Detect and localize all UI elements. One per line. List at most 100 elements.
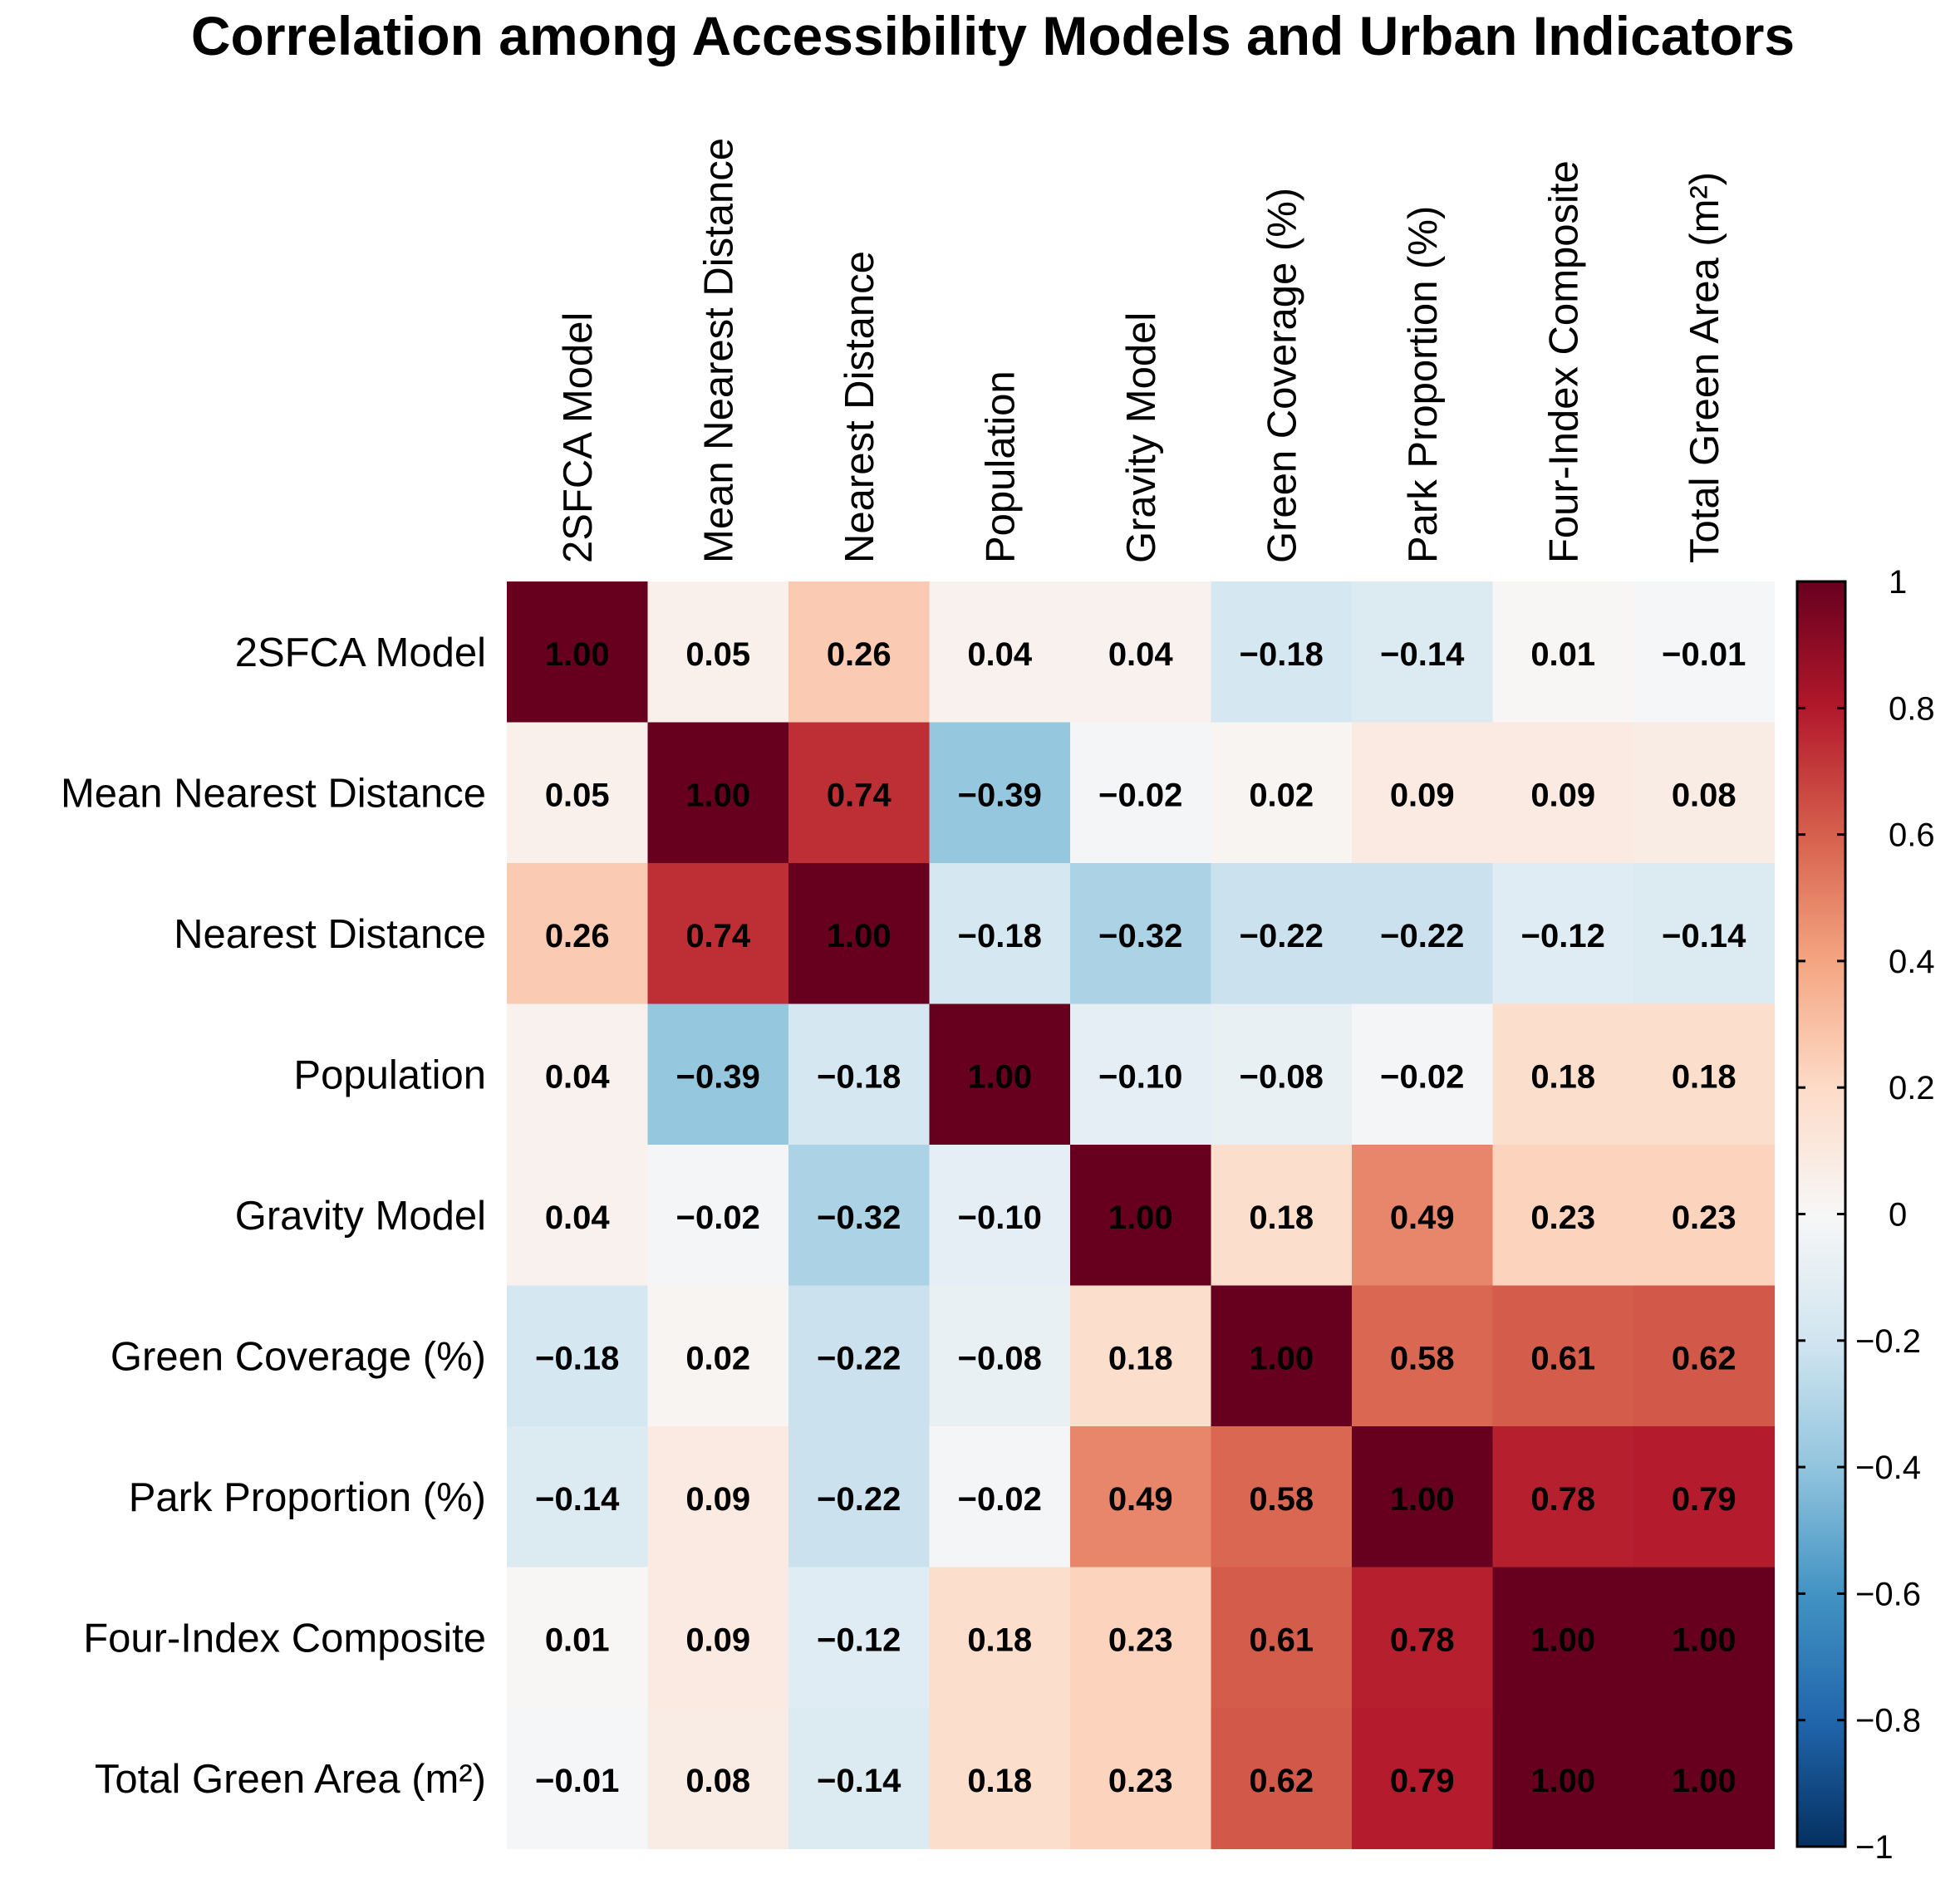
cell-value-label: 0.04 — [967, 636, 1033, 673]
heatmap-cell — [1352, 1426, 1494, 1568]
column-label: Gravity Model — [1119, 312, 1164, 563]
colorbar-tick-label: −0.4 — [1855, 1450, 1921, 1486]
colorbar-tick-label: −0.2 — [1855, 1323, 1921, 1360]
heatmap-cell — [1492, 1145, 1634, 1287]
cell-value-label: 0.23 — [1672, 1200, 1736, 1236]
colorbar-tick-label: 0.8 — [1889, 690, 1935, 727]
cell-value-label: −0.08 — [958, 1340, 1042, 1376]
heatmap-cell — [1633, 863, 1776, 1005]
heatmap-cell — [1492, 1708, 1634, 1850]
row-label: Total Green Area (m²) — [95, 1757, 486, 1802]
cell-value-label: 1.00 — [545, 636, 610, 673]
heatmap-cell — [929, 1708, 1071, 1850]
heatmap-cell — [929, 1003, 1071, 1146]
cell-value-label: 0.62 — [1672, 1340, 1736, 1376]
row-label: Green Coverage (%) — [111, 1334, 486, 1379]
cell-value-label: −0.01 — [535, 1763, 619, 1799]
heatmap-cell — [1211, 1426, 1353, 1568]
chart-title: Correlation among Accessibility Models a… — [191, 5, 1795, 66]
heatmap-cell — [788, 1145, 931, 1287]
cell-value-label: 0.61 — [1530, 1340, 1595, 1376]
cell-value-label: 0.26 — [827, 636, 892, 673]
cell-value-label: 1.00 — [967, 1058, 1032, 1095]
column-label: 2SFCA Model — [556, 312, 601, 563]
column-label: Park Proportion (%) — [1401, 206, 1446, 563]
cell-value-label: 0.79 — [1672, 1481, 1736, 1518]
heatmap-cell — [507, 1567, 649, 1709]
cell-value-label: −0.14 — [1380, 636, 1465, 673]
cell-value-label: −0.18 — [1240, 636, 1324, 673]
cell-value-label: 1.00 — [1672, 1622, 1736, 1658]
cell-value-label: −0.12 — [1521, 918, 1605, 954]
heatmap-cell — [507, 1708, 649, 1850]
colorbar-tick-label: 0.6 — [1889, 817, 1935, 854]
heatmap-cell — [929, 1567, 1071, 1709]
heatmap-cell — [507, 722, 649, 864]
heatmap-cell — [507, 1145, 649, 1287]
cell-value-label: 1.00 — [1530, 1622, 1595, 1658]
column-label: Population — [978, 370, 1023, 563]
cell-value-label: −0.02 — [958, 1481, 1042, 1518]
heatmap-cell — [1492, 581, 1634, 724]
heatmap-cell — [647, 1567, 789, 1709]
heatmap-cell — [1070, 1708, 1212, 1850]
heatmap-cell — [507, 1285, 649, 1427]
cell-value-label: −0.01 — [1662, 636, 1746, 673]
cell-value-label: 1.00 — [1108, 1200, 1173, 1236]
cell-value-label: 0.08 — [685, 1763, 750, 1799]
heatmap-cell — [1352, 1145, 1494, 1287]
heatmap-cell — [647, 863, 789, 1005]
cell-value-label: −0.02 — [676, 1200, 760, 1236]
cell-value-label: −0.39 — [676, 1058, 760, 1095]
heatmap-cell — [1070, 1145, 1212, 1287]
cell-value-label: −0.22 — [1380, 918, 1464, 954]
cell-value-label: −0.12 — [817, 1622, 901, 1658]
heatmap-cell — [1070, 722, 1212, 864]
column-label: Mean Nearest Distance — [696, 138, 741, 563]
heatmap-cell — [1211, 863, 1353, 1005]
row-label: Nearest Distance — [174, 912, 486, 957]
heatmap-cell — [1352, 1708, 1494, 1850]
heatmap-cell — [1633, 1708, 1776, 1850]
heatmap-cell — [1633, 722, 1776, 864]
cell-value-label: 0.18 — [967, 1622, 1032, 1658]
cell-value-label: 0.58 — [1390, 1340, 1455, 1376]
cell-value-label: 0.04 — [545, 1200, 611, 1236]
heatmap-cell — [1352, 581, 1494, 724]
cell-value-label: 0.79 — [1390, 1763, 1455, 1799]
cell-value-label: −0.18 — [958, 918, 1042, 954]
cell-value-label: 0.18 — [967, 1763, 1032, 1799]
colorbar-tick-label: −0.8 — [1855, 1703, 1921, 1739]
row-label: 2SFCA Model — [235, 630, 486, 675]
cell-value-label: 0.18 — [1672, 1058, 1736, 1095]
row-labels: 2SFCA Model Mean Nearest Distance Nearest … — [61, 630, 486, 1802]
cell-value-label: 1.00 — [1672, 1763, 1736, 1799]
cell-value-label: 0.62 — [1249, 1763, 1314, 1799]
column-label: Green Coverage (%) — [1260, 188, 1304, 563]
cell-value-label: 0.04 — [545, 1058, 611, 1095]
cell-value-label: −0.14 — [1662, 918, 1746, 954]
cell-value-label: 0.05 — [545, 777, 610, 813]
heatmap-cell — [1492, 722, 1634, 864]
heatmap-cell — [1633, 1426, 1776, 1568]
cell-value-label: 0.74 — [685, 918, 751, 954]
heatmap-cell — [929, 1285, 1071, 1427]
heatmap-cell — [1070, 1426, 1212, 1568]
cell-value-label: 1.00 — [827, 918, 892, 954]
cell-value-label: 0.49 — [1108, 1481, 1173, 1518]
heatmap-cell — [1211, 1708, 1353, 1850]
cell-value-label: 1.00 — [1530, 1763, 1595, 1799]
colorbar-tick-label: 0 — [1889, 1197, 1907, 1234]
heatmap-cell — [1633, 1145, 1776, 1287]
heatmap-cells: 1.00 0.05 0.26 0.04 0.04 −0.18 −0.14 0.01 −0.01 0… — [507, 581, 1776, 1850]
heatmap-cell — [1352, 1003, 1494, 1146]
heatmap-cell — [647, 1708, 789, 1850]
heatmap-cell — [1352, 1285, 1494, 1427]
heatmap-cell — [1211, 1003, 1353, 1146]
cell-value-label: 0.26 — [545, 918, 610, 954]
colorbar-tick-label: −0.6 — [1855, 1576, 1921, 1612]
heatmap-cell — [1633, 581, 1776, 724]
heatmap-cell — [1211, 1567, 1353, 1709]
cell-value-label: −0.18 — [535, 1340, 619, 1376]
